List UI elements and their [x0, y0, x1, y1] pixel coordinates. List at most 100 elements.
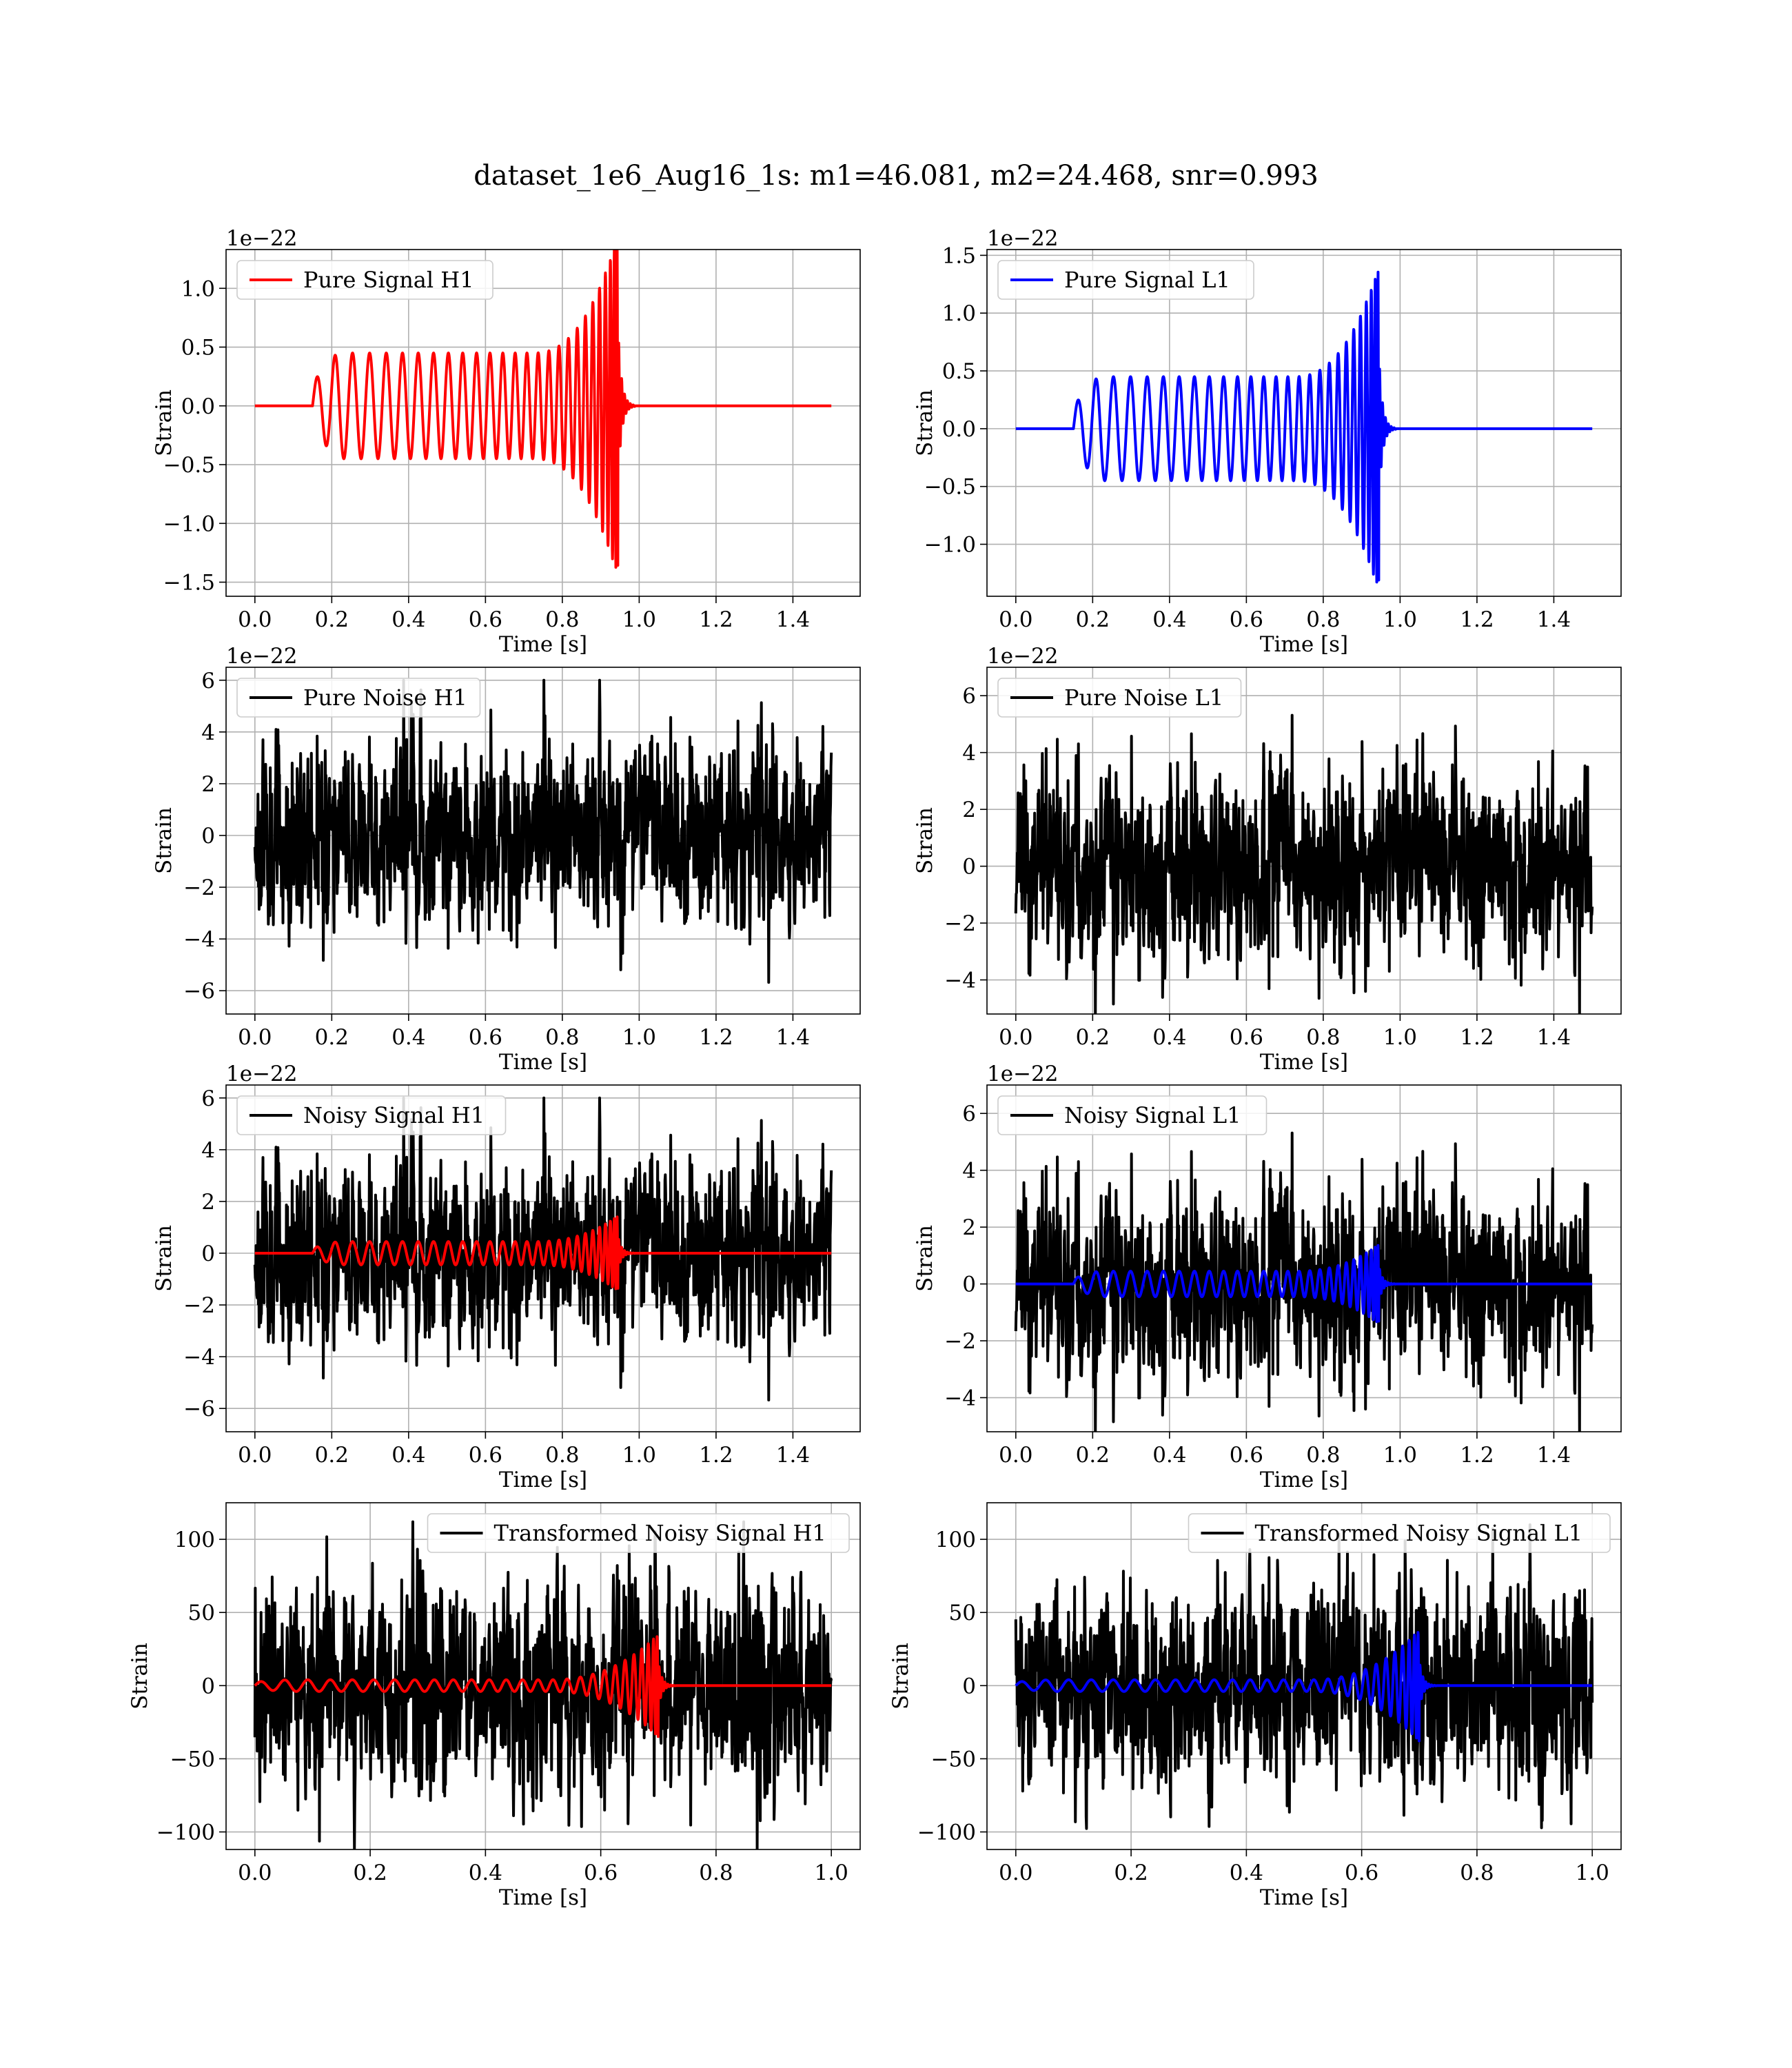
plot-area	[253, 1096, 833, 1402]
x-tick-label: 0.4	[391, 1025, 425, 1050]
y-tick-label: 1.5	[942, 243, 976, 268]
x-axis-label: Time [s]	[499, 1050, 587, 1075]
y-tick-label: −50	[931, 1747, 976, 1772]
x-tick-label: 0.6	[1345, 1861, 1378, 1885]
y-tick-label: 4	[201, 1138, 215, 1163]
y-tick-label: −100	[917, 1821, 976, 1845]
subplot-pure-signal-l1: 0.0 0.2 0.4 0.6 0.8 1.0 1.2 1.4 −1.0 −0.5 0.0 0.5 1.…	[913, 226, 1622, 657]
y-tick-label: −4	[183, 1345, 215, 1370]
x-axis-label: Time [s]	[1260, 1050, 1348, 1075]
plot-area	[253, 1520, 833, 1849]
x-tick-label: 0.2	[1114, 1861, 1148, 1885]
x-tick-label: 0.6	[469, 1443, 502, 1468]
legend-box	[1188, 1513, 1611, 1553]
x-tick-label: 1.0	[622, 1025, 656, 1050]
legend-box	[997, 678, 1242, 718]
x-tick-label: 0.0	[999, 1025, 1032, 1050]
subplot-pure-signal-h1: 0.0 0.2 0.4 0.6 0.8 1.0 1.2 1.4 −1.5 −1.0 −0.5 0.0 0…	[152, 226, 861, 657]
y-offset-text: 1e−22	[987, 644, 1059, 669]
legend-label: Noisy Signal L1	[1064, 1102, 1241, 1128]
y-tick-label: 0	[962, 855, 976, 880]
x-tick-label: 1.4	[1537, 1443, 1571, 1468]
y-tick-label: −1.5	[163, 571, 215, 596]
axes-frame	[225, 1502, 861, 1850]
y-tick-label: 1.0	[181, 276, 215, 301]
x-tick-label: 0.2	[315, 607, 349, 632]
y-axis-label: Strain	[128, 1643, 152, 1710]
y-tick-label: −2	[183, 875, 215, 900]
y-tick-label: 2	[201, 772, 215, 797]
x-tick-label: 0.6	[584, 1861, 618, 1885]
y-axis-label: Strain	[913, 807, 937, 874]
plot-area	[1014, 1523, 1594, 1830]
legend-box	[427, 1513, 850, 1553]
x-tick-label: 1.0	[622, 607, 656, 632]
y-axis-label: Strain	[913, 1225, 937, 1292]
y-offset-text: 1e−22	[226, 644, 298, 669]
axes-frame	[225, 667, 861, 1015]
x-tick-label: 0.0	[238, 1861, 272, 1885]
x-tick-label: 1.2	[699, 1025, 733, 1050]
y-axis-label: Strain	[152, 389, 176, 456]
legend-label: Transformed Noisy Signal L1	[1255, 1520, 1583, 1546]
subplot-noisy-signal-l1: 0.0 0.2 0.4 0.6 0.8 1.0 1.2 1.4 −4 −2 0 2 4 6 Time [s]…	[913, 1062, 1622, 1492]
axes-frame	[225, 249, 861, 597]
y-tick-label: −50	[170, 1747, 215, 1772]
subplot-grid: 0.0 0.2 0.4 0.6 0.8 1.0 1.2 1.4−1.5−1.0−0.50.00…	[128, 226, 1622, 1910]
legend: Pure Signal H1	[236, 260, 493, 300]
x-tick-label: 0.8	[1306, 1025, 1340, 1050]
y-tick-label: 1.0	[942, 301, 976, 326]
axes-frame	[986, 249, 1622, 597]
x-tick-label: 0.6	[1230, 607, 1263, 632]
legend: Noisy Signal L1	[997, 1095, 1267, 1135]
subplot-transformed-noisy-signal-h1: 0.0 0.2 0.4 0.6 0.8 1.0 −100 −50 0 50 100 Time [s] S…	[128, 1502, 861, 1910]
x-tick-label: 0.0	[238, 607, 272, 632]
legend-label: Pure Signal H1	[303, 267, 474, 293]
series-line-noise	[253, 678, 833, 984]
y-tick-label: 6	[201, 1086, 215, 1111]
x-tick-label: 1.4	[1537, 607, 1571, 632]
x-tick-label: 0.8	[699, 1861, 733, 1885]
x-tick-label: 1.0	[1383, 1025, 1417, 1050]
legend: Transformed Noisy Signal H1	[427, 1513, 850, 1553]
y-tick-label: 50	[188, 1601, 215, 1625]
y-tick-label: 0	[962, 1674, 976, 1699]
y-tick-label: 0	[962, 1273, 976, 1297]
x-tick-label: 0.6	[1230, 1025, 1263, 1050]
x-tick-label: 1.4	[776, 1443, 810, 1468]
y-tick-label: 2	[201, 1190, 215, 1215]
series-line-noise	[1014, 1523, 1594, 1830]
subplot-pure-noise-l1: 0.0 0.2 0.4 0.6 0.8 1.0 1.2 1.4 −4 −2 0 2 4 6 Time [s]…	[913, 644, 1622, 1075]
y-tick-label: 6	[962, 684, 976, 709]
legend-box	[236, 678, 481, 718]
y-tick-label: −1.0	[163, 511, 215, 536]
series-line-signal	[254, 1215, 833, 1290]
x-tick-label: 0.2	[1076, 1443, 1110, 1468]
x-tick-label: 0.8	[1306, 607, 1340, 632]
x-tick-label: 0.4	[1230, 1861, 1263, 1885]
y-tick-label: 4	[962, 1159, 976, 1184]
x-tick-label: 1.2	[1460, 1025, 1494, 1050]
x-tick-label: 0.6	[469, 607, 502, 632]
y-axis-label: Strain	[888, 1643, 913, 1710]
x-tick-label: 1.2	[1460, 1443, 1494, 1468]
legend: Pure Signal L1	[997, 260, 1254, 300]
y-tick-label: −100	[156, 1821, 215, 1845]
x-tick-label: 0.6	[469, 1025, 502, 1050]
y-tick-label: 0.5	[942, 359, 976, 384]
y-tick-label: 50	[949, 1601, 976, 1625]
y-tick-label: −2	[944, 911, 976, 936]
y-tick-label: 0	[201, 1241, 215, 1266]
y-axis-label: Strain	[152, 1225, 176, 1292]
x-tick-label: 0.4	[1152, 1443, 1186, 1468]
y-tick-label: 6	[201, 669, 215, 693]
subplot-noisy-signal-h1: 0.0 0.2 0.4 0.6 0.8 1.0 1.2 1.4 −6 −4 −2 0 2 4 6 Time […	[152, 1062, 861, 1492]
y-tick-label: 0.0	[181, 394, 215, 419]
y-tick-label: 0.0	[942, 417, 976, 442]
x-tick-label: 1.4	[776, 1025, 810, 1050]
series-line-signal	[254, 250, 833, 569]
x-tick-label: 0.4	[391, 1443, 425, 1468]
y-tick-label: 0	[201, 824, 215, 849]
x-tick-label: 0.6	[1230, 1443, 1263, 1468]
legend: Transformed Noisy Signal L1	[1188, 1513, 1611, 1553]
